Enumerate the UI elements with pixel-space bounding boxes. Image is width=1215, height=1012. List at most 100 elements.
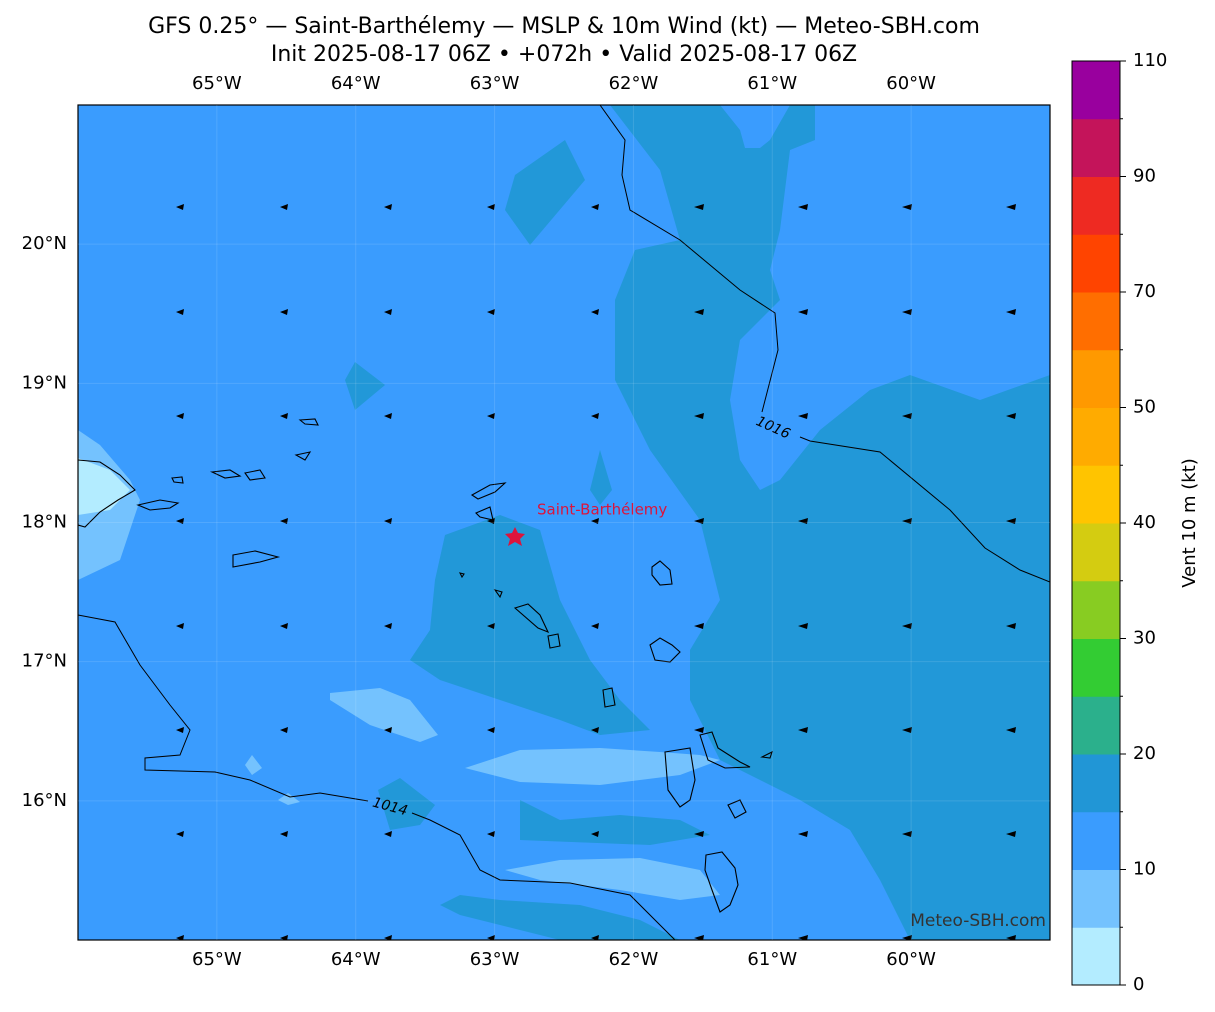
wind-arrow <box>487 413 495 419</box>
wind-arrow <box>1006 413 1016 419</box>
wind-arrow <box>280 727 288 733</box>
x-tick-label: 64°W <box>331 73 381 94</box>
wind-arrow <box>694 518 704 524</box>
wind-arrow <box>1006 831 1016 837</box>
colorbar-band <box>1072 811 1120 870</box>
wind-arrow <box>1006 727 1016 733</box>
wind-arrow <box>384 727 392 733</box>
wind-arrow <box>591 518 599 524</box>
wind-arrow <box>280 831 288 837</box>
wind-arrow <box>591 309 599 315</box>
wind-arrow <box>798 518 808 524</box>
x-tick-label: 61°W <box>747 949 797 970</box>
wind-arrow <box>487 727 495 733</box>
colorbar-band <box>1072 580 1120 639</box>
wind-vectors <box>176 204 1016 940</box>
wind-arrow <box>694 623 704 629</box>
wind-arrow <box>487 309 495 315</box>
colorbar-band <box>1072 465 1120 524</box>
map-frame <box>77 104 1051 941</box>
colorbar-tick-label: 40 <box>1133 512 1156 533</box>
wind-arrow <box>902 518 912 524</box>
wind-arrow <box>487 204 495 210</box>
colorbar-tick-label: 0 <box>1133 974 1144 995</box>
wind-arrow <box>591 204 599 210</box>
wind-arrow <box>176 518 184 524</box>
wind-arrow <box>176 204 184 210</box>
wind-arrow <box>384 518 392 524</box>
wind-arrow <box>694 727 704 733</box>
x-tick-label: 64°W <box>331 949 381 970</box>
y-tick-label: 16°N <box>22 790 67 811</box>
wind-arrow <box>694 831 704 837</box>
wind-arrow <box>487 518 495 524</box>
colorbar-band <box>1072 61 1120 120</box>
wind-arrow <box>280 935 288 940</box>
axes: 65°W 65°W 64°W 64°W 63°W 63°W 62°W 62°W 61°W 61°W… <box>22 73 1050 970</box>
wind-arrow <box>176 309 184 315</box>
colorbar-tick-label: 70 <box>1133 281 1156 302</box>
wind-arrow <box>1006 309 1016 315</box>
wind-arrow <box>1006 935 1016 940</box>
wind-arrow <box>798 831 808 837</box>
wind-arrow <box>176 623 184 629</box>
wind-arrow <box>384 623 392 629</box>
colorbar: 0 10 20 30 40 50 70 90 110 <box>1071 50 1167 995</box>
colorbar-tick-label: 90 <box>1133 166 1156 187</box>
wind-arrow <box>591 413 599 419</box>
wind-arrow <box>384 204 392 210</box>
x-tick-label: 63°W <box>470 949 520 970</box>
wind-arrow <box>487 935 495 940</box>
wind-arrow <box>694 309 704 315</box>
wind-arrow <box>176 935 184 940</box>
colorbar-band <box>1072 234 1120 293</box>
x-tick-label: 63°W <box>470 73 520 94</box>
coastlines <box>78 418 773 913</box>
colorbar-tick-label: 50 <box>1133 397 1156 418</box>
y-tick-label: 20°N <box>22 233 67 254</box>
wind-15-20 <box>345 105 1050 940</box>
wind-arrow <box>902 413 912 419</box>
wind-arrow <box>280 204 288 210</box>
wind-arrow <box>798 413 808 419</box>
colorbar-band <box>1072 638 1120 697</box>
colorbar-band <box>1072 927 1120 986</box>
wind-arrow <box>902 831 912 837</box>
wind-arrow <box>798 623 808 629</box>
wind-arrow <box>280 518 288 524</box>
wind-arrow <box>798 309 808 315</box>
x-tick-label: 60°W <box>886 73 936 94</box>
isobar-1016 <box>599 105 1050 583</box>
wind-arrow <box>591 727 599 733</box>
colorbar-band <box>1072 292 1120 351</box>
wind-arrow <box>798 935 808 940</box>
wind-arrow <box>1006 518 1016 524</box>
colorbar-band <box>1072 696 1120 755</box>
y-tick-label: 18°N <box>22 512 67 533</box>
wind-arrow <box>1006 623 1016 629</box>
colorbar-label: Vent 10 m (kt) <box>1179 458 1200 588</box>
colorbar-tick-label: 110 <box>1133 50 1167 71</box>
x-tick-label: 60°W <box>886 949 936 970</box>
colorbar-tick-label: 10 <box>1133 859 1156 880</box>
wind-arrow <box>384 309 392 315</box>
map-field: 1016 1014 Saint-Barthélemy Meteo-SBH.com <box>78 105 1050 940</box>
title: GFS 0.25° — Saint-Barthélemy — MSLP & 10… <box>148 14 980 39</box>
wind-arrow <box>280 413 288 419</box>
colorbar-band <box>1072 176 1120 235</box>
wind-arrow <box>176 727 184 733</box>
location-marker <box>505 527 525 546</box>
colorbar-band <box>1072 754 1120 813</box>
wind-arrow <box>591 623 599 629</box>
wind-arrow <box>902 309 912 315</box>
y-tick-label: 19°N <box>22 372 67 393</box>
x-tick-label: 62°W <box>609 949 659 970</box>
isobar-1014 <box>78 614 676 940</box>
wind-arrow <box>384 831 392 837</box>
colorbar-tick-label: 30 <box>1133 628 1156 649</box>
wind-arrow <box>1006 204 1016 210</box>
y-tick-label: 17°N <box>22 651 67 672</box>
colorbar-band <box>1072 118 1120 177</box>
colorbar-band <box>1072 523 1120 582</box>
wind-arrow <box>280 309 288 315</box>
